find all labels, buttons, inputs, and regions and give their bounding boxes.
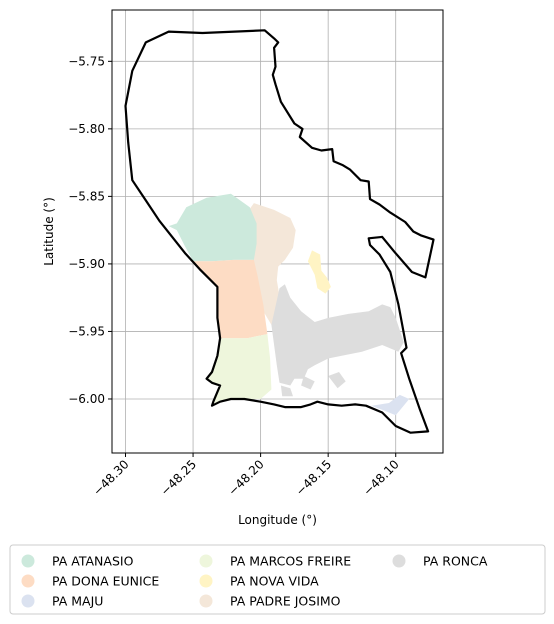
region-pa-marcos-freire — [206, 334, 272, 406]
y-tick-label: −5.85 — [68, 189, 105, 203]
x-axis-label: Longitude (°) — [238, 513, 317, 527]
y-axis-label: Latitude (°) — [42, 197, 56, 266]
x-tick-label: −48.25 — [158, 457, 199, 498]
y-tick-label: −5.75 — [68, 54, 105, 68]
legend-marker-pa-ronca — [392, 554, 406, 568]
legend-marker-pa-padre-josimo — [199, 594, 213, 608]
region-pa-ronca — [280, 385, 293, 397]
legend-box — [9, 544, 546, 615]
x-tick-label: −48.20 — [225, 457, 266, 498]
region-pa-dona-eunice — [193, 259, 268, 339]
x-tick-label: −48.10 — [361, 457, 402, 498]
municipality-boundary — [124, 29, 435, 434]
boundary-outline — [124, 29, 435, 434]
legend-marker-pa-marcos-freire — [199, 554, 213, 568]
legend-label-pa-atanasio: PA ATANASIO — [52, 554, 134, 569]
legend-label-pa-padre-josimo: PA PADRE JOSIMO — [230, 594, 341, 609]
legend: PA ATANASIO PA DONA EUNICE PA MAJU PA MARCO… — [9, 544, 546, 615]
y-tick-label: −5.90 — [68, 257, 105, 271]
legend-marker-pa-maju — [21, 594, 35, 608]
y-tick-label: −5.80 — [68, 122, 105, 136]
region-pa-nova-vida — [307, 250, 331, 294]
x-tick-label: −48.30 — [90, 457, 131, 498]
legend-label-pa-nova-vida: PA NOVA VIDA — [230, 574, 319, 589]
region-pa-padre-josimo — [247, 203, 296, 325]
region-pa-ronca — [328, 372, 346, 389]
region-pa-maju — [371, 394, 410, 416]
y-tick-label: −5.95 — [68, 324, 105, 338]
region-pa-atanasio — [168, 193, 257, 262]
legend-label-pa-dona-eunice: PA DONA EUNICE — [52, 574, 159, 589]
legend-label-pa-marcos-freire: PA MARCOS FREIRE — [230, 554, 351, 569]
legend-label-pa-ronca: PA RONCA — [423, 554, 488, 569]
region-pa-ronca — [301, 376, 315, 390]
legend-marker-pa-atanasio — [21, 554, 35, 568]
x-tick-label: −48.15 — [293, 457, 334, 498]
region-pa-ronca — [271, 284, 404, 386]
y-tick-label: −6.00 — [68, 392, 105, 406]
legend-marker-pa-nova-vida — [199, 574, 213, 588]
legend-label-pa-maju: PA MAJU — [52, 594, 103, 609]
plot-frame — [111, 9, 444, 454]
legend-marker-pa-dona-eunice — [21, 574, 35, 588]
settlement-regions — [168, 193, 410, 416]
